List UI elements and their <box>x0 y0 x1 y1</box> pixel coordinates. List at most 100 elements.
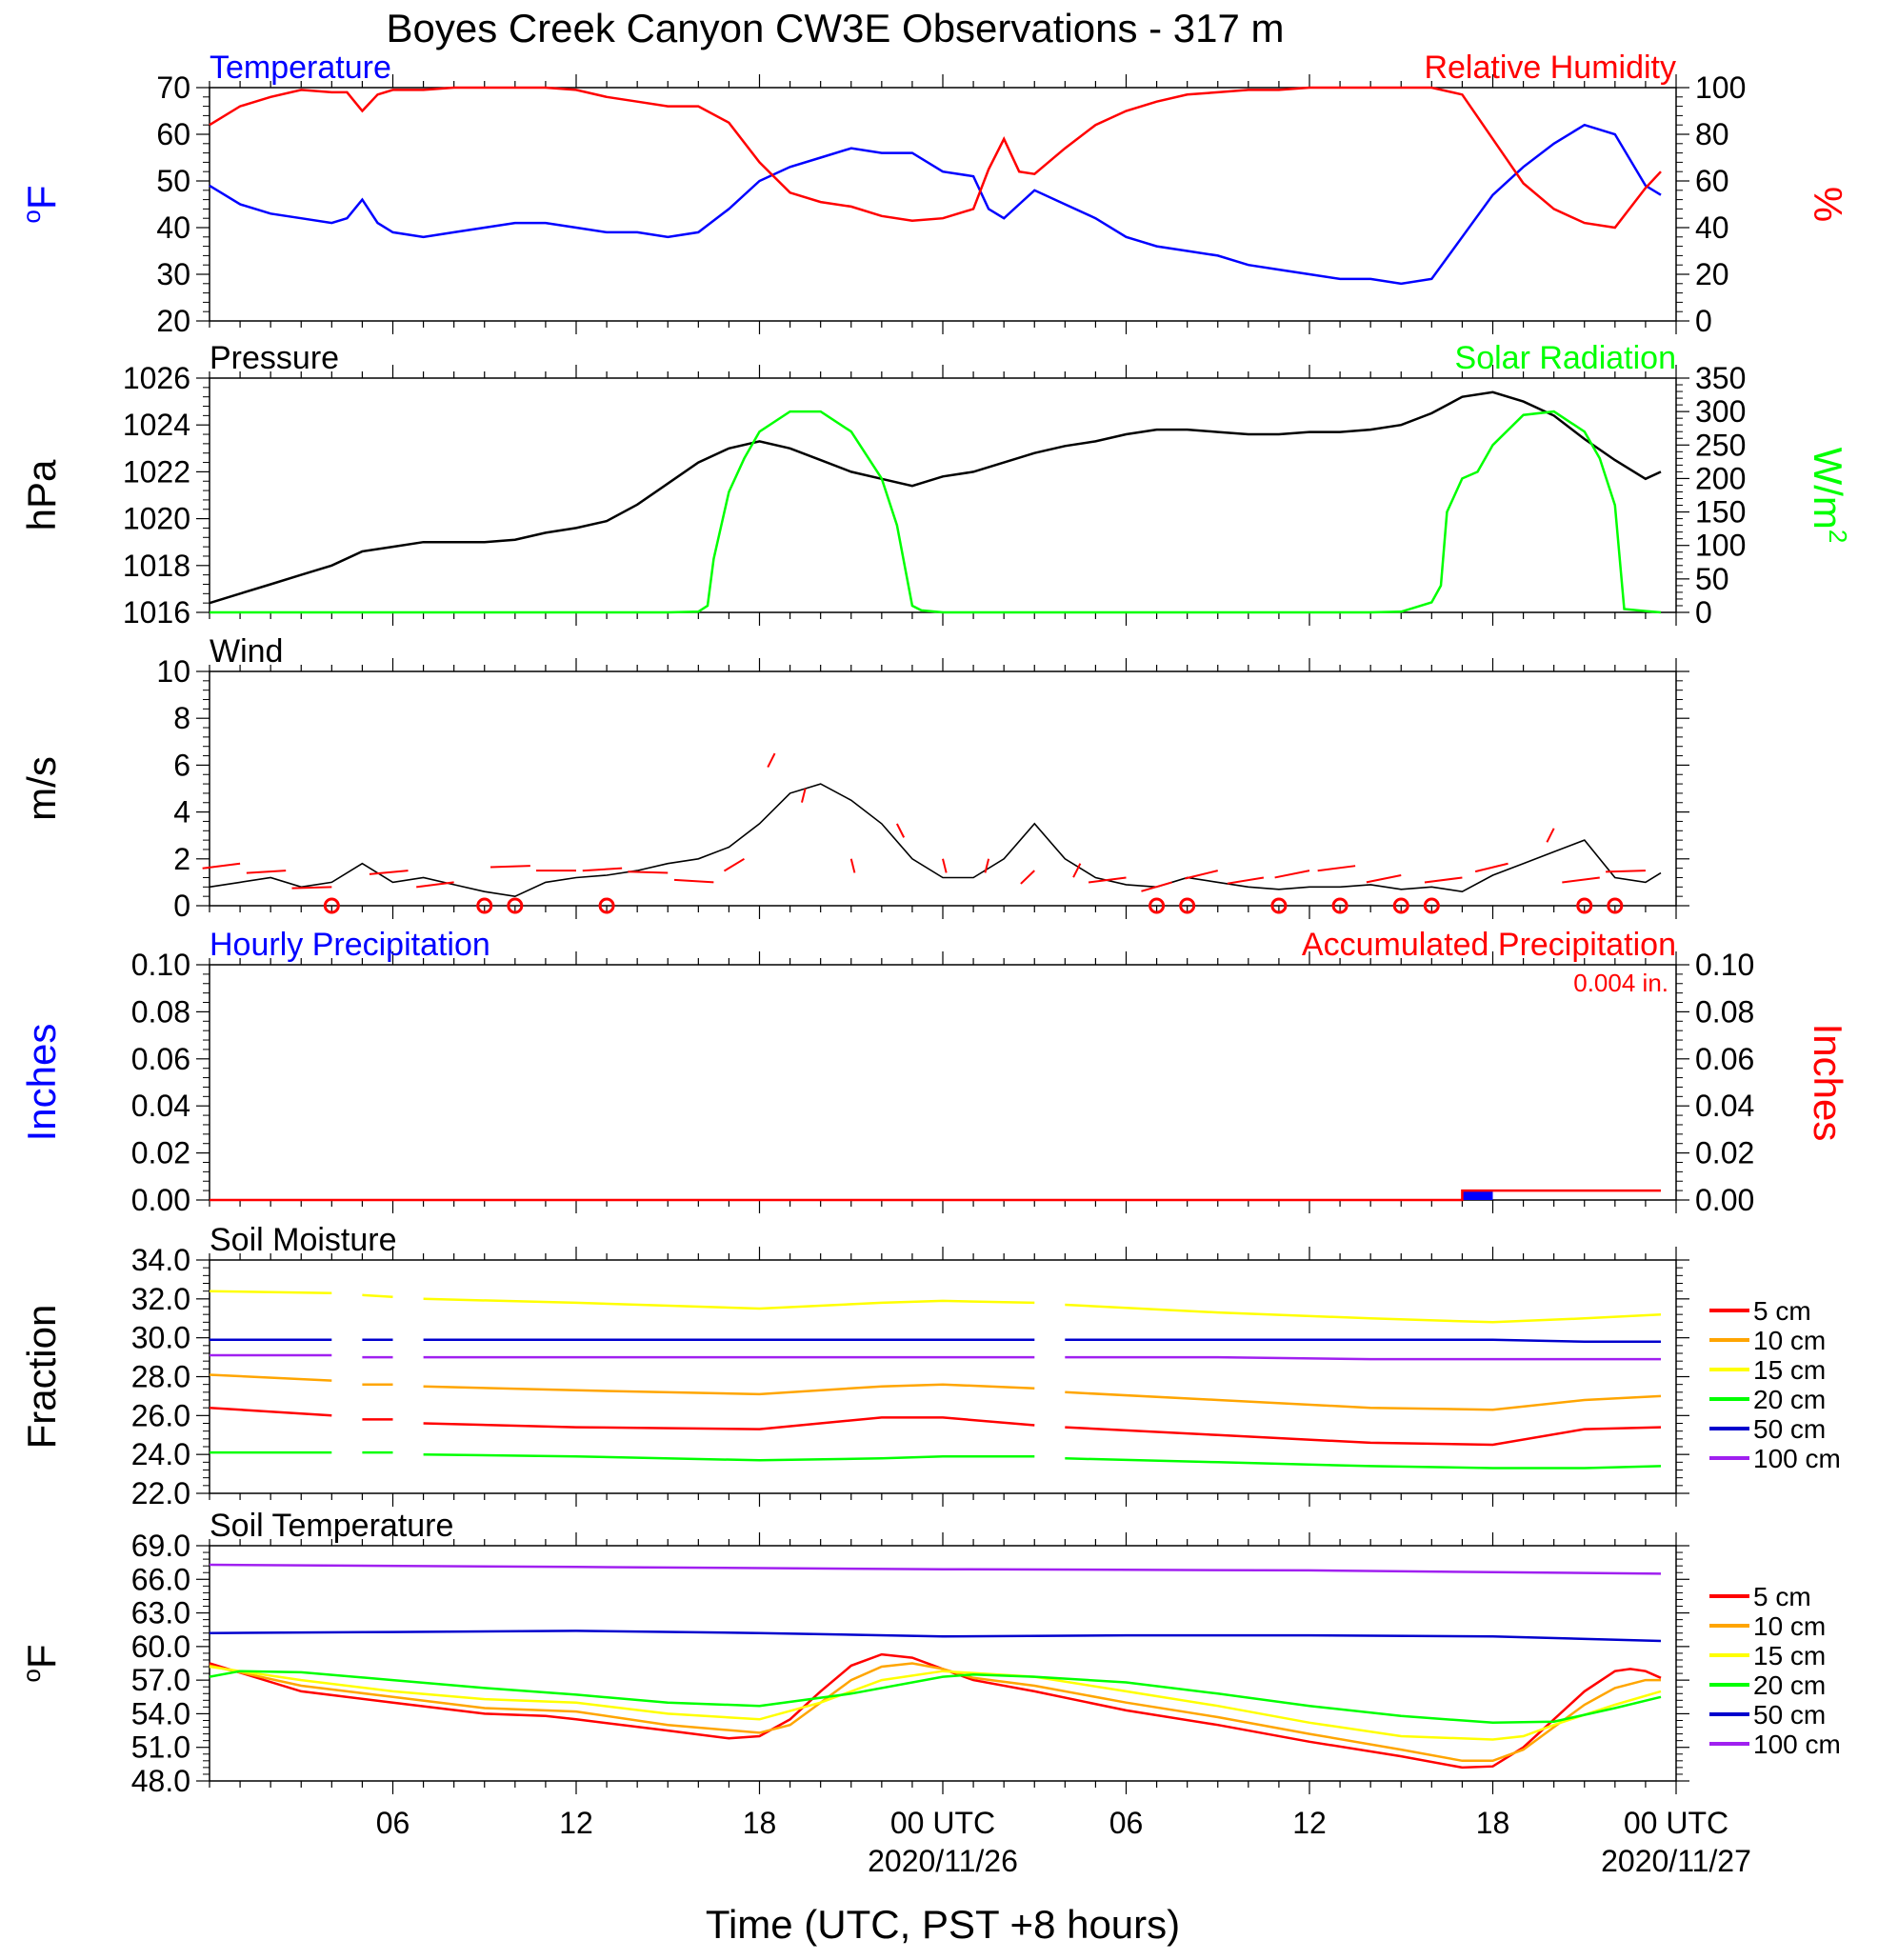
series-soil-20cm <box>423 1452 1035 1462</box>
series-soil-15cm <box>209 1290 332 1294</box>
panel-wind-frame <box>209 670 1677 907</box>
series-soil-20cm <box>209 1670 1662 1725</box>
panel-pressure-solar-frame <box>209 377 1677 613</box>
calm-wind-marker <box>1576 897 1593 914</box>
y-axis-right-label: Inches <box>1806 1024 1850 1142</box>
y-axis-right-tick-label: 0 <box>1695 595 1712 630</box>
x-tick-label: 12 <box>559 1806 593 1840</box>
y-axis-right-tick-label: 0.02 <box>1695 1136 1754 1170</box>
legend-label: 50 cm <box>1753 1700 1826 1730</box>
y-axis-left-tick-label: 0.08 <box>131 994 190 1029</box>
y-axis-left-tick-label: 69.0 <box>131 1529 190 1563</box>
panel-right-title: Solar Radiation <box>1455 340 1676 376</box>
y-axis-left-label: oF <box>17 185 64 223</box>
y-axis-left-tick-label: 26.0 <box>131 1398 190 1432</box>
y-axis-left-tick-label: 48.0 <box>131 1764 190 1798</box>
series-soil-15cm <box>362 1293 393 1299</box>
y-axis-right-tick-label: 0.00 <box>1695 1183 1754 1217</box>
y-axis-right-label: % <box>1806 187 1850 222</box>
calm-wind-marker <box>323 897 340 914</box>
unit-exponent: 2 <box>1824 530 1852 543</box>
x-tick-label: 18 <box>743 1806 777 1840</box>
y-axis-left-tick-label: 63.0 <box>131 1596 190 1630</box>
calm-wind-marker <box>1423 897 1440 914</box>
y-axis-right-tick-label: 150 <box>1695 495 1746 530</box>
y-axis-left-tick-label: 8 <box>173 701 190 735</box>
panel-left-title: Hourly Precipitation <box>210 927 490 963</box>
calm-wind-marker <box>1392 897 1409 914</box>
panel-pressure-solar: Pressure Solar Radiation 1016 1018 1020 1022 1… <box>19 340 1852 630</box>
legend-label: 15 cm <box>1753 1641 1826 1670</box>
y-axis-left-label: m/s <box>19 756 64 821</box>
x-tick-label: 12 <box>1292 1806 1327 1840</box>
series-soil-10cm <box>1065 1390 1662 1411</box>
y-axis-left-tick-label: 20 <box>156 304 190 338</box>
series-soil-10cm <box>209 1373 332 1382</box>
x-date-label: 2020/11/27 <box>1601 1844 1751 1878</box>
x-date-label: 2020/11/26 <box>868 1844 1018 1878</box>
accumulated-total-label: 0.004 in. <box>1573 969 1668 997</box>
wind-barb <box>984 858 990 873</box>
legend-label: 100 cm <box>1753 1444 1841 1473</box>
series-soil-100cm <box>1065 1355 1661 1361</box>
x-tick-label: 06 <box>376 1806 410 1840</box>
series-soil-5cm <box>209 1406 332 1417</box>
series-soil-5cm <box>1065 1426 1662 1447</box>
wind-barb <box>291 886 332 890</box>
wind-barb <box>1562 876 1600 884</box>
y-axis-left-tick-label: 34.0 <box>131 1243 190 1277</box>
y-axis-left-tick-label: 60 <box>156 117 190 151</box>
y-axis-left-tick-label: 4 <box>173 795 190 830</box>
wind-barb <box>800 788 807 803</box>
panel-left-title: Temperature <box>210 50 391 86</box>
series-soil-10cm <box>423 1383 1035 1396</box>
y-axis-left-tick-label: 60.0 <box>131 1630 190 1664</box>
y-axis-right-tick-label: 200 <box>1695 461 1746 495</box>
panel-precipitation: Hourly Precipitation Accumulated Precipit… <box>19 927 1850 1217</box>
series-soil-15cm <box>1065 1303 1662 1324</box>
series-soil-20cm <box>1065 1457 1662 1470</box>
y-axis-right-tick-label: 350 <box>1695 361 1746 395</box>
y-axis-left-tick-label: 28.0 <box>131 1360 190 1394</box>
panel-right-title: Relative Humidity <box>1424 50 1676 86</box>
y-axis-right-tick-label: 50 <box>1695 562 1729 596</box>
series-soil-50cm <box>209 1630 1662 1643</box>
y-axis-right-tick-label: 100 <box>1695 70 1746 105</box>
wind-barb <box>1274 870 1310 879</box>
wind-barb <box>369 870 409 875</box>
panel-right-title: Accumulated Precipitation <box>1302 927 1676 963</box>
panel-left-title: Soil Temperature <box>210 1508 453 1544</box>
wind-barb <box>723 857 745 872</box>
series-soil-15cm <box>423 1297 1035 1310</box>
wind-barb <box>490 865 530 869</box>
panel-temperature-humidity-frame <box>209 87 1677 322</box>
wind-barb <box>1072 863 1082 878</box>
hourly-precip-bar <box>1462 1190 1493 1200</box>
series-soil-100cm <box>209 1563 1662 1575</box>
series-accumulated-precipitation <box>210 1189 1661 1202</box>
degree-superscript: o <box>17 210 46 223</box>
y-axis-left-label: Inches <box>19 1024 64 1142</box>
unit-w-per-m: W/m <box>1806 448 1850 530</box>
series-relative-humidity <box>209 86 1662 230</box>
series-temperature <box>209 123 1662 286</box>
calm-wind-marker <box>598 897 615 914</box>
legend-label: 5 cm <box>1753 1296 1811 1326</box>
wind-barb <box>1546 828 1555 843</box>
y-axis-left-tick-label: 1022 <box>123 454 190 489</box>
y-axis-left-tick-label: 57.0 <box>131 1663 190 1697</box>
wind-barb <box>1185 870 1218 880</box>
y-axis-left-tick-label: 0.10 <box>131 948 190 982</box>
wind-barb <box>1606 870 1646 873</box>
wind-barb <box>202 862 241 870</box>
y-axis-left-tick-label: 50 <box>156 164 190 198</box>
x-tick-label: 06 <box>1109 1806 1144 1840</box>
y-axis-left-tick-label: 1026 <box>123 361 190 395</box>
panel-left-title: Soil Moisture <box>210 1222 397 1258</box>
y-axis-right-tick-label: 0.08 <box>1695 994 1754 1029</box>
panel-soil-moisture-frame <box>209 1259 1677 1494</box>
legend-label: 5 cm <box>1753 1582 1811 1611</box>
y-axis-left-tick-label: 10 <box>156 654 190 689</box>
wind-barb <box>767 752 776 769</box>
legend-label: 20 cm <box>1753 1385 1826 1414</box>
